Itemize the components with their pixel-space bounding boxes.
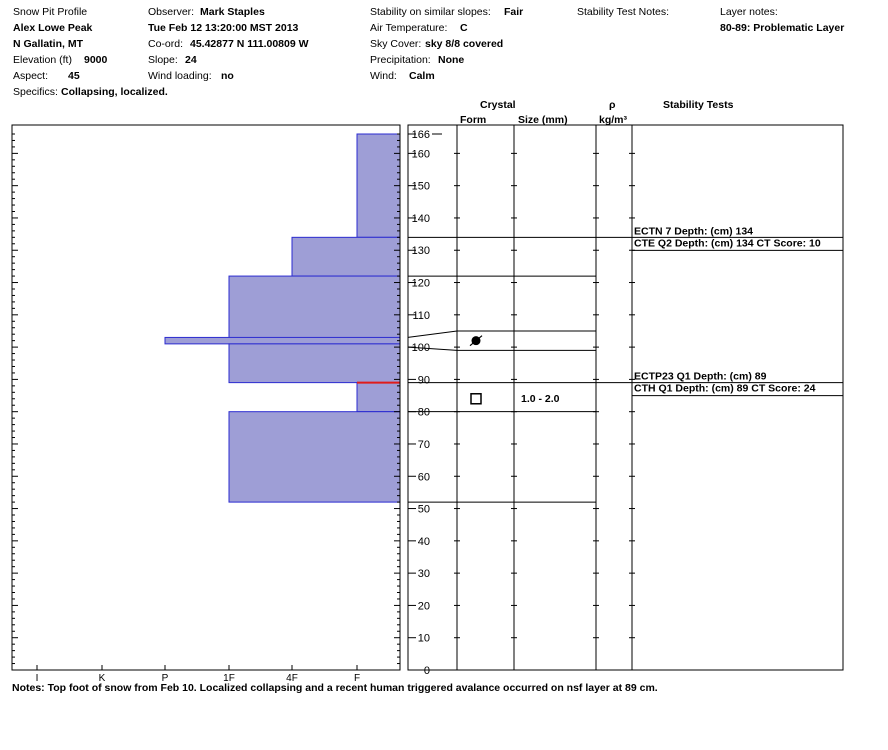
stability-label: Stability on similar slopes: bbox=[370, 6, 491, 18]
stability-notes-label: Stability Test Notes: bbox=[577, 6, 670, 18]
y-tick-label: 130 bbox=[412, 245, 430, 257]
observer-value: Mark Staples bbox=[200, 6, 265, 18]
layer-notes-value: 80-89: Problematic Layer bbox=[720, 22, 845, 34]
sky-value: sky 8/8 covered bbox=[425, 38, 504, 50]
elevation-label: Elevation (ft) bbox=[13, 54, 72, 66]
y-tick-label: 150 bbox=[412, 181, 430, 193]
x-tick-label: K bbox=[99, 673, 106, 684]
y-tick-label: 60 bbox=[418, 471, 430, 483]
precip-label: Precipitation: bbox=[370, 54, 431, 66]
density-unit-header: kg/m³ bbox=[599, 114, 628, 126]
stability-value: Fair bbox=[504, 6, 524, 18]
air-temp-value: C bbox=[460, 22, 468, 34]
aspect-value: 45 bbox=[68, 70, 80, 82]
notes: Notes: Top foot of snow from Feb 10. Loc… bbox=[12, 682, 658, 694]
y-tick-label: 160 bbox=[412, 148, 430, 160]
graupel-icon-stroke bbox=[469, 335, 483, 347]
precip-value: None bbox=[438, 54, 465, 66]
x-tick-label: P bbox=[162, 673, 169, 684]
layer-boundary-105 bbox=[407, 330, 596, 338]
y-tick-label: 120 bbox=[412, 278, 430, 290]
stability-tests-header: Stability Tests bbox=[663, 99, 734, 111]
size-header: Size (mm) bbox=[518, 114, 568, 126]
coord-value: 45.42877 N 111.00809 W bbox=[190, 38, 309, 50]
stability-test-label: ECTN 7 Depth: (cm) 134 bbox=[634, 225, 753, 237]
stability-test-label: ECTP23 Q1 Depth: (cm) 89 bbox=[634, 371, 767, 383]
aspect-label: Aspect: bbox=[13, 70, 49, 82]
y-tick-label: 30 bbox=[418, 568, 430, 580]
air-temp-label: Air Temperature: bbox=[370, 22, 448, 34]
crystal-symbols: 1.0 - 2.0 bbox=[469, 335, 560, 405]
y-tick-label: 10 bbox=[418, 633, 430, 645]
hardness-layer-5 bbox=[356, 382, 401, 413]
x-tick-label: F bbox=[354, 673, 360, 684]
y-tick-label: 140 bbox=[412, 213, 430, 225]
observer-label: Observer: bbox=[148, 6, 195, 18]
y-tick-label: 40 bbox=[418, 536, 430, 548]
layer-boundaries bbox=[407, 236, 596, 503]
profile-frame bbox=[407, 124, 844, 671]
hardness-layer-6 bbox=[228, 411, 401, 503]
chart-frames bbox=[11, 124, 844, 671]
wind-value: Calm bbox=[409, 70, 435, 82]
y-tick-label: 166 bbox=[412, 129, 430, 141]
slope-label: Slope: bbox=[148, 54, 178, 66]
x-tick-label: I bbox=[36, 673, 39, 684]
y-tick-label: 50 bbox=[418, 504, 430, 516]
sky-label: Sky Cover: bbox=[370, 38, 422, 50]
wind-loading-value: no bbox=[221, 70, 234, 82]
x-tick-label: 1F bbox=[223, 673, 235, 684]
stability-test-label: CTH Q1 Depth: (cm) 89 CT Score: 24 bbox=[634, 383, 816, 395]
crystal-size-label: 1.0 - 2.0 bbox=[521, 393, 560, 405]
stability-test-label: CTE Q2 Depth: (cm) 134 CT Score: 10 bbox=[634, 237, 821, 249]
location: Alex Lowe Peak bbox=[13, 22, 93, 34]
y-tick-label: 110 bbox=[412, 310, 430, 322]
elevation-value: 9000 bbox=[84, 54, 108, 66]
axis-ticks: 0102030405060708090100110120130140150160… bbox=[12, 129, 635, 684]
hardness-frame bbox=[11, 124, 401, 671]
hardness-layer-4 bbox=[228, 343, 401, 384]
crystal-header: Crystal bbox=[480, 99, 516, 111]
layer-boundary-99 bbox=[407, 346, 596, 351]
x-tick-label: 4F bbox=[286, 673, 298, 684]
page-title: Snow Pit Profile bbox=[13, 6, 88, 18]
y-tick-label: 90 bbox=[418, 374, 430, 386]
rho-header: ρ bbox=[609, 99, 616, 111]
wind-label: Wind: bbox=[370, 70, 397, 82]
slope-value: 24 bbox=[185, 54, 197, 66]
hardness-layer-3 bbox=[164, 336, 401, 345]
y-tick-label: 20 bbox=[418, 600, 430, 612]
wind-loading-label: Wind loading: bbox=[148, 70, 212, 82]
hardness-layer-0 bbox=[356, 133, 401, 238]
specifics-value: Collapsing, localized. bbox=[61, 86, 168, 98]
coord-label: Co-ord: bbox=[148, 38, 184, 50]
datetime: Tue Feb 12 13:20:00 MST 2013 bbox=[148, 22, 299, 34]
hardness-layers bbox=[164, 133, 401, 503]
hardness-layer-1 bbox=[291, 236, 401, 277]
y-tick-label: 70 bbox=[418, 439, 430, 451]
y-tick-label: 0 bbox=[424, 665, 430, 677]
range: N Gallatin, MT bbox=[13, 38, 84, 50]
hardness-layer-2 bbox=[228, 275, 401, 342]
form-header: Form bbox=[460, 114, 487, 126]
layer-notes-label: Layer notes: bbox=[720, 6, 778, 18]
y-tick-label: 80 bbox=[418, 407, 430, 419]
specifics-label: Specifics: bbox=[13, 86, 58, 98]
facet-icon bbox=[470, 393, 482, 405]
